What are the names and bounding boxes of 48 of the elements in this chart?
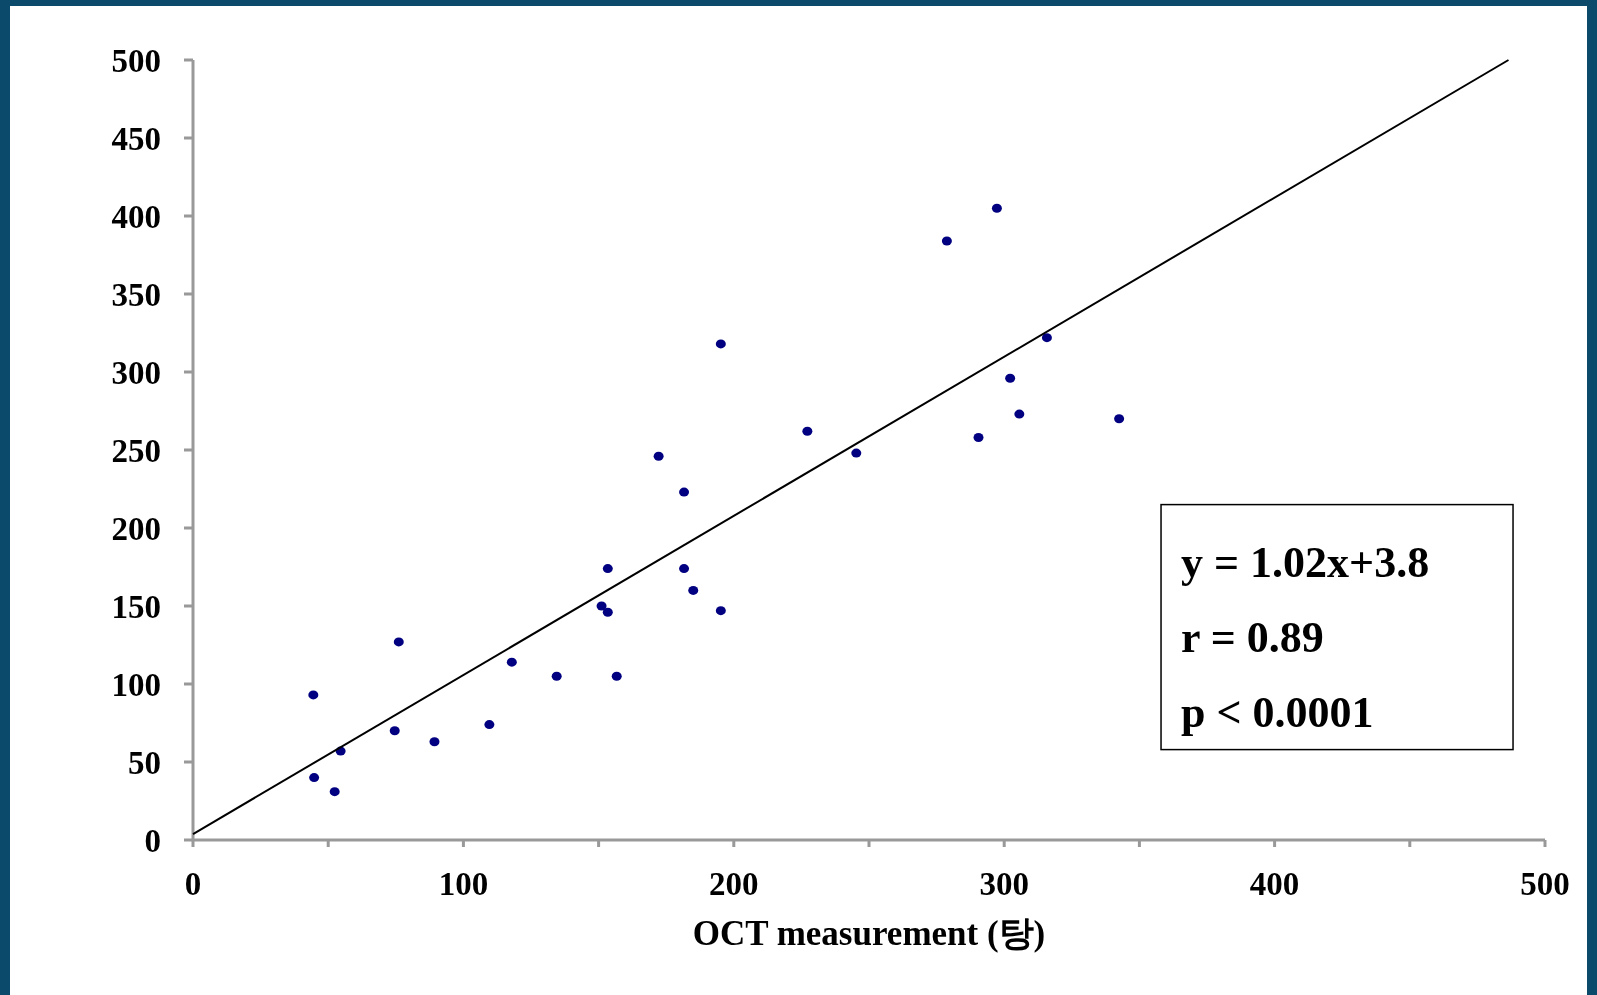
y-tick-label: 300 bbox=[111, 354, 161, 391]
x-tick-label: 100 bbox=[438, 866, 489, 902]
annotation: r = 0.89 bbox=[1181, 612, 1324, 662]
point bbox=[506, 657, 517, 667]
y-tick-label: 100 bbox=[111, 666, 161, 703]
point bbox=[973, 433, 984, 443]
y-tick-label: 0 bbox=[144, 822, 161, 859]
point bbox=[851, 448, 862, 458]
point bbox=[602, 607, 613, 617]
y-tick-label: 450 bbox=[111, 120, 161, 157]
point bbox=[309, 773, 320, 783]
point bbox=[991, 203, 1002, 213]
point bbox=[1005, 373, 1016, 383]
y-tick-label: 250 bbox=[111, 432, 161, 469]
point bbox=[679, 564, 690, 574]
point bbox=[715, 606, 726, 616]
point bbox=[1114, 414, 1125, 424]
y-tick-label: 150 bbox=[111, 588, 161, 625]
y-tick-label: 400 bbox=[111, 198, 161, 235]
annotation: y = 1.02x+3.8 bbox=[1181, 537, 1430, 587]
x-tick-label: 300 bbox=[979, 866, 1029, 902]
point bbox=[679, 487, 690, 497]
x-tick-label: 400 bbox=[1249, 866, 1300, 902]
x-tick-label: 0 bbox=[184, 866, 202, 902]
annotation: p < 0.0001 bbox=[1181, 687, 1374, 737]
point bbox=[802, 426, 813, 436]
y-tick-label: 200 bbox=[111, 510, 161, 547]
point bbox=[941, 236, 952, 246]
point bbox=[329, 787, 340, 797]
point bbox=[429, 737, 440, 747]
y-tick-label: 500 bbox=[111, 42, 161, 79]
point bbox=[393, 637, 404, 647]
point bbox=[389, 726, 400, 736]
point bbox=[308, 690, 319, 700]
y-tick-label: 350 bbox=[111, 276, 161, 313]
point bbox=[653, 451, 664, 461]
point bbox=[1014, 409, 1025, 419]
point bbox=[1041, 333, 1052, 343]
x-tick-label: 200 bbox=[709, 866, 759, 902]
point bbox=[551, 671, 562, 681]
point bbox=[484, 720, 495, 730]
point bbox=[688, 585, 699, 595]
y-tick-label: 50 bbox=[128, 744, 161, 781]
point bbox=[715, 339, 726, 349]
x-tick-label: 500 bbox=[1520, 866, 1570, 902]
x-axis-title: OCT measurement (탕) bbox=[692, 914, 1046, 953]
point bbox=[611, 671, 622, 681]
point bbox=[602, 564, 613, 574]
